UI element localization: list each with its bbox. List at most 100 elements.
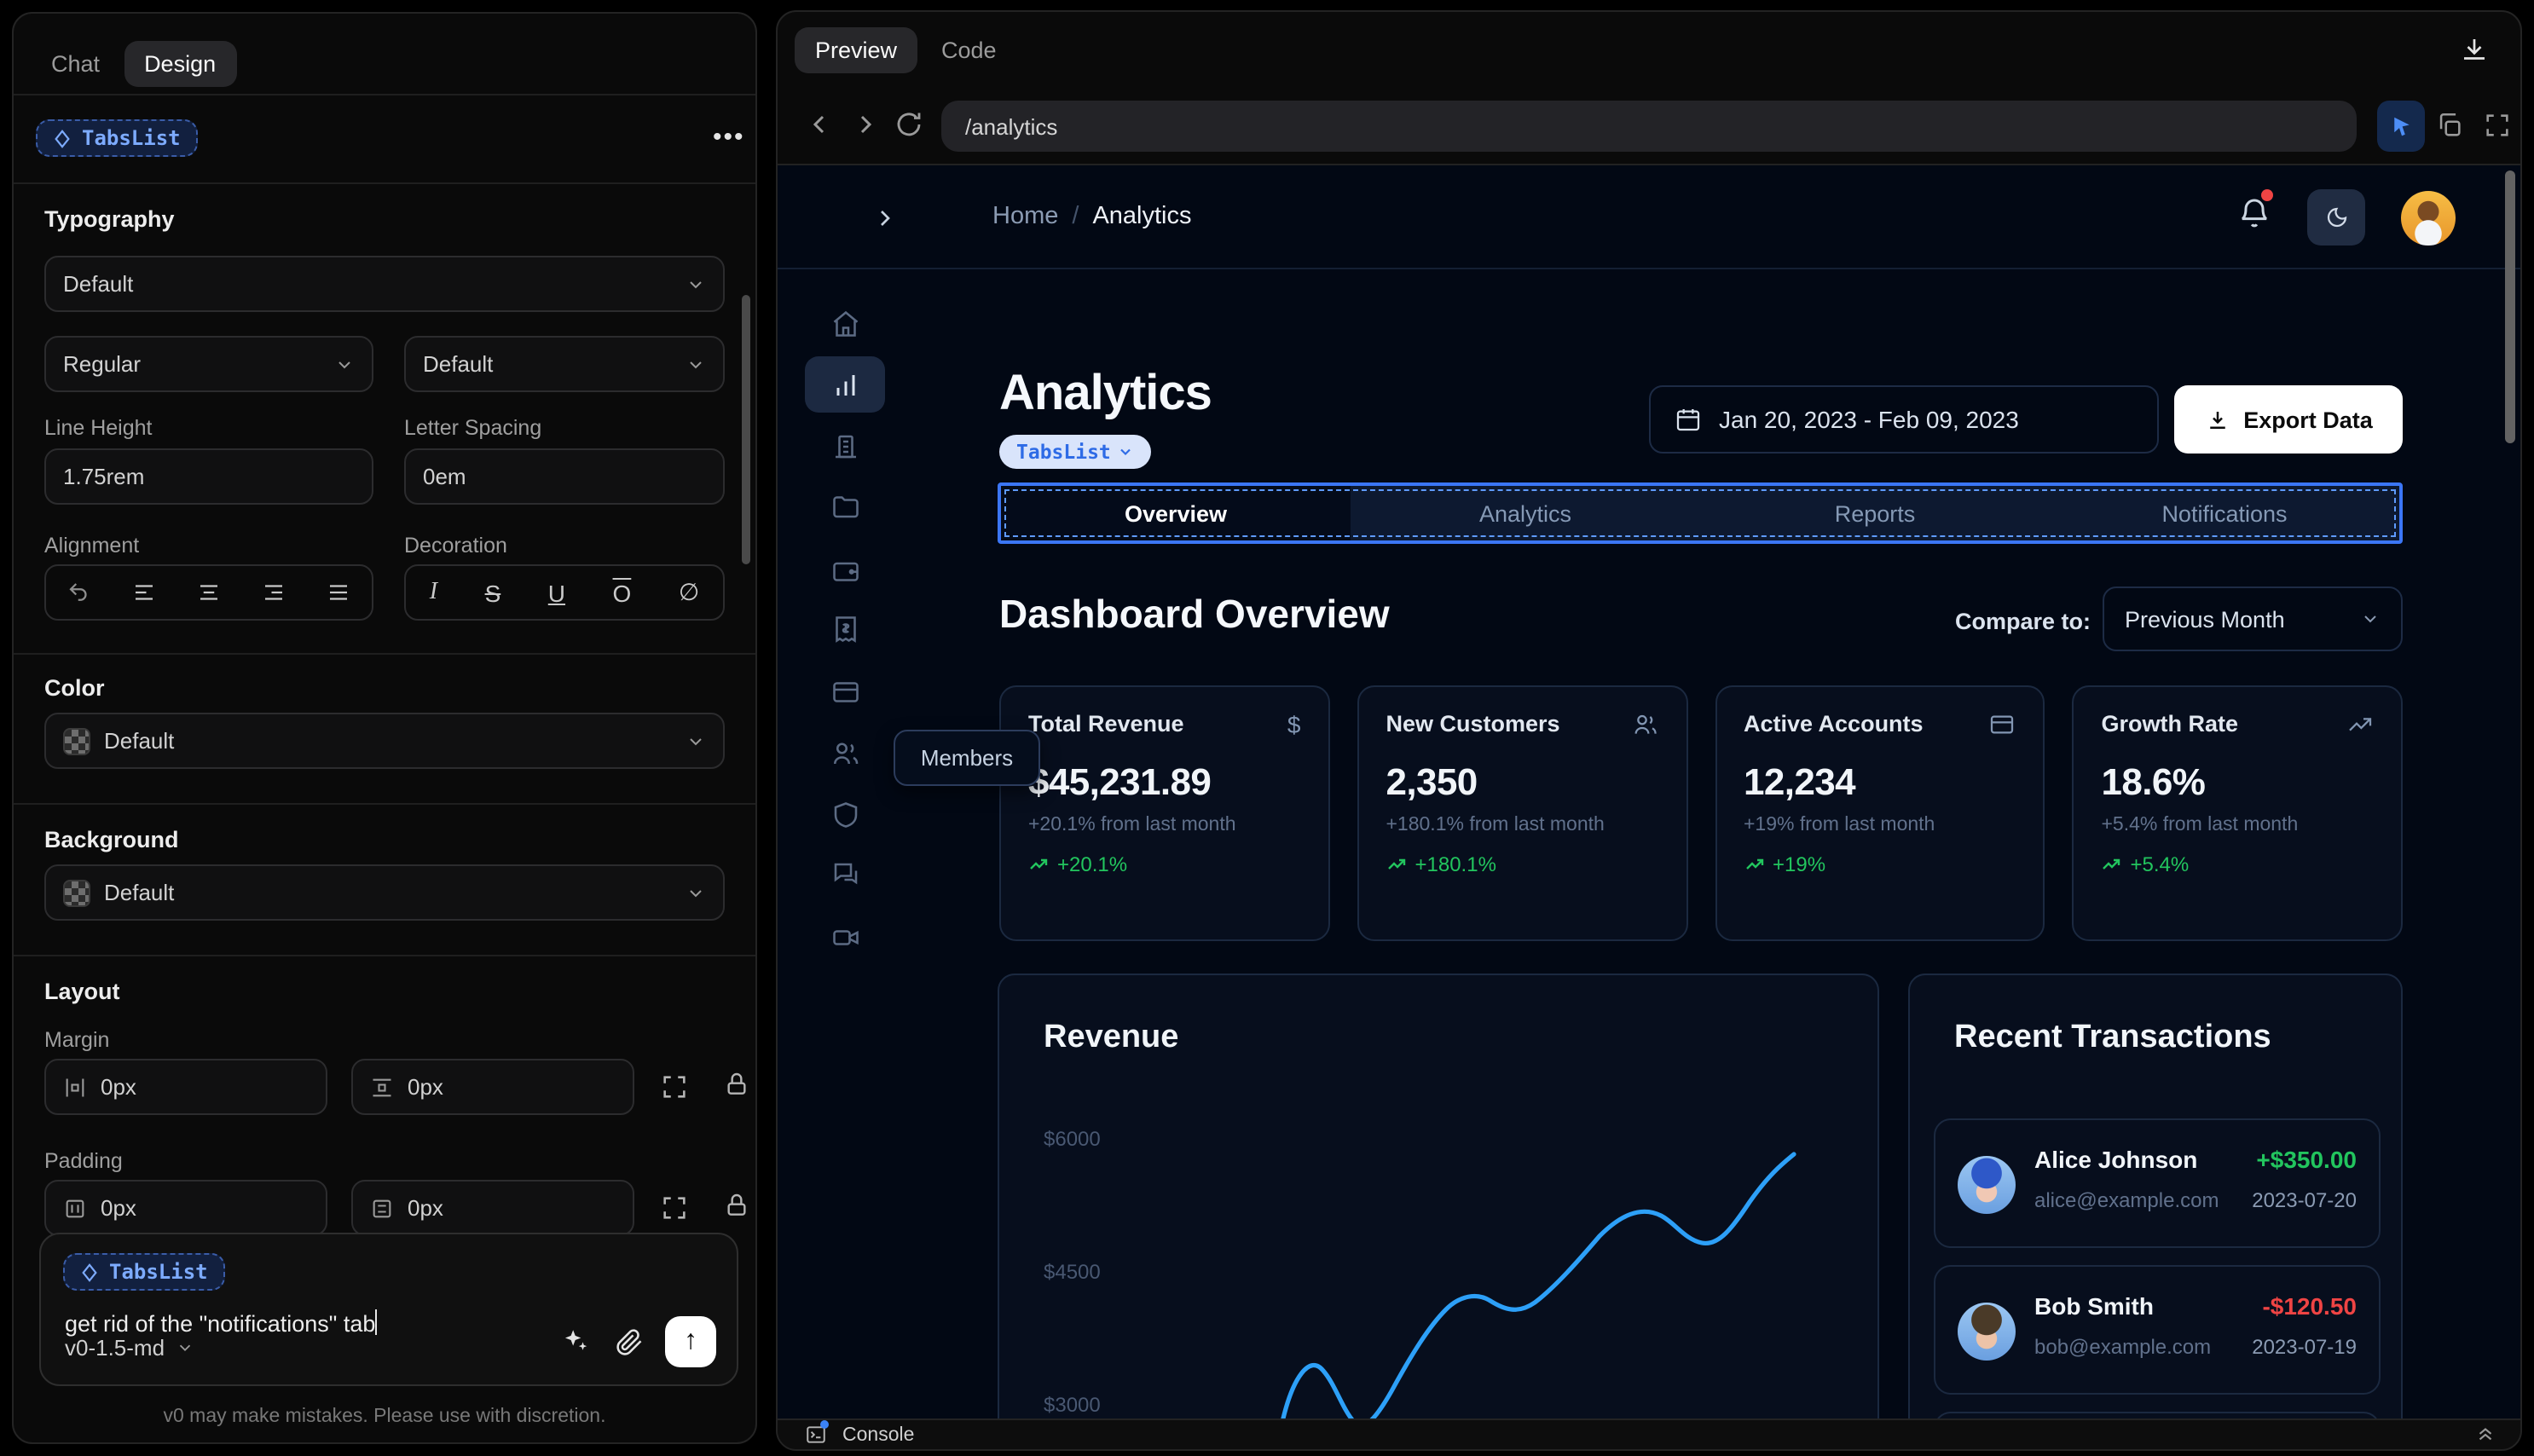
italic-icon[interactable]: I <box>429 579 438 604</box>
chat-message-input[interactable]: get rid of the "notifications" tab <box>65 1309 378 1337</box>
sidebar-item-cards[interactable] <box>805 663 885 719</box>
back-icon[interactable] <box>805 109 836 140</box>
transactions-title: Recent Transactions <box>1954 1020 2271 1055</box>
padding-x-input[interactable]: 0px <box>44 1180 327 1236</box>
padding-lock-icon[interactable] <box>723 1192 750 1219</box>
sidebar-item-analytics[interactable] <box>805 356 885 413</box>
copy-icon[interactable] <box>2435 111 2464 140</box>
avatar <box>1958 1156 2016 1214</box>
padding-vertical-icon <box>373 1199 391 1217</box>
underline-icon[interactable]: U <box>547 579 566 606</box>
tab-notifications[interactable]: Notifications <box>2161 500 2288 526</box>
tab-reports[interactable]: Reports <box>1834 500 1916 526</box>
tab-analytics[interactable]: Analytics <box>1478 500 1572 526</box>
tab-chat[interactable]: Chat <box>51 51 101 77</box>
padding-y-input[interactable]: 0px <box>351 1180 634 1236</box>
sparkles-icon[interactable] <box>561 1326 590 1355</box>
notifications-button[interactable] <box>2237 189 2273 230</box>
panel-scrollbar[interactable] <box>742 295 750 564</box>
strikethrough-icon[interactable]: S <box>484 579 501 606</box>
fullscreen-icon[interactable] <box>2483 111 2512 140</box>
chevron-down-icon <box>338 361 350 368</box>
breadcrumb-home[interactable]: Home <box>992 203 1059 230</box>
transaction-row[interactable]: Bob Smith bob@example.com -$120.50 2023-… <box>1934 1265 2381 1395</box>
url-bar[interactable]: /analytics <box>941 101 2357 152</box>
receipt-icon <box>835 615 855 642</box>
date-range-picker[interactable]: Jan 20, 2023 - Feb 09, 2023 <box>1649 385 2159 454</box>
letter-spacing-input[interactable]: 0em <box>404 448 725 505</box>
sidebar-item-wallet[interactable] <box>805 542 885 598</box>
more-options-button[interactable]: ••• <box>713 123 745 152</box>
decoration-toolbar: I S U O ∅ <box>404 564 725 621</box>
margin-lock-icon[interactable] <box>723 1071 750 1098</box>
font-weight-select[interactable]: Regular <box>44 336 373 392</box>
tab-code[interactable]: Code <box>941 37 997 62</box>
attachment-icon[interactable] <box>614 1326 645 1357</box>
forward-icon[interactable] <box>849 109 880 140</box>
refresh-icon[interactable] <box>894 109 924 140</box>
chevron-down-icon <box>690 280 702 288</box>
calendar-icon <box>1676 409 1700 431</box>
tab-preview[interactable]: Preview <box>795 26 918 72</box>
viewport-scrollbar[interactable] <box>2505 170 2515 443</box>
theme-toggle-button[interactable] <box>2307 189 2365 246</box>
shield-icon <box>833 801 857 827</box>
align-left-icon[interactable] <box>131 580 157 605</box>
model-select[interactable]: v0-1.5-md <box>65 1335 194 1361</box>
padding-expand-icon[interactable] <box>660 1193 689 1222</box>
component-selector-chip[interactable]: TabsList <box>999 435 1152 469</box>
sidebar-toggle-icon[interactable] <box>871 205 899 232</box>
composer-component-chip[interactable]: TabsList <box>63 1253 225 1291</box>
margin-expand-icon[interactable] <box>660 1072 689 1101</box>
inspect-mode-button[interactable] <box>2377 101 2425 152</box>
margin-x-input[interactable]: 0px <box>44 1059 327 1115</box>
align-center-icon[interactable] <box>196 580 222 605</box>
align-justify-icon[interactable] <box>327 580 352 605</box>
users-icon <box>1634 714 1656 734</box>
video-camera-icon <box>832 929 858 945</box>
sidebar-item-home[interactable] <box>805 295 885 351</box>
section-title-layout: Layout <box>44 979 120 1004</box>
background-select[interactable]: Default <box>44 864 725 921</box>
revenue-chart-card: Revenue $6000 $4500 $3000 <box>998 974 1879 1422</box>
chevrons-up-icon[interactable] <box>2474 1424 2496 1446</box>
dollar-icon: $ <box>1287 711 1301 738</box>
chart-title: Revenue <box>1044 1020 1179 1055</box>
breadcrumb-separator: / <box>1072 203 1079 230</box>
tab-design[interactable]: Design <box>124 41 237 87</box>
sidebar-item-organization[interactable] <box>805 418 885 474</box>
align-right-icon[interactable] <box>261 580 286 605</box>
line-height-input[interactable]: 1.75rem <box>44 448 373 505</box>
tab-overview[interactable]: Overview <box>1001 486 1351 540</box>
transaction-row[interactable]: Alice Johnson alice@example.com +$350.00… <box>1934 1118 2381 1248</box>
export-data-button[interactable]: Export Data <box>2174 385 2403 454</box>
color-select[interactable]: Default <box>44 713 725 769</box>
console-bar[interactable]: Console <box>778 1418 2520 1449</box>
font-family-select[interactable]: Default <box>44 256 725 312</box>
chat-composer[interactable]: TabsList get rid of the "notifications" … <box>39 1233 738 1386</box>
console-label: Console <box>842 1424 915 1445</box>
user-avatar[interactable] <box>2401 191 2456 246</box>
transaction-amount: +$350.00 <box>2256 1146 2357 1173</box>
download-icon[interactable] <box>2459 34 2490 65</box>
margin-y-input[interactable]: 0px <box>351 1059 634 1115</box>
sidebar-item-security[interactable] <box>805 786 885 842</box>
selected-component-chip[interactable]: TabsList <box>36 119 198 157</box>
sidebar-item-video[interactable] <box>805 909 885 965</box>
sidebar-item-members[interactable] <box>805 725 885 781</box>
send-button[interactable]: ↑ <box>665 1316 716 1367</box>
section-title-background: Background <box>44 827 179 852</box>
reset-alignment-icon[interactable] <box>66 580 91 605</box>
overline-icon[interactable]: O <box>612 579 632 606</box>
compare-select[interactable]: Previous Month <box>2103 586 2403 651</box>
no-decoration-icon[interactable]: ∅ <box>678 578 700 605</box>
credit-card-icon <box>1991 715 2014 734</box>
divider <box>14 653 755 655</box>
margin-label: Margin <box>44 1028 110 1052</box>
bar-chart-icon <box>836 374 854 395</box>
sidebar-item-files[interactable] <box>805 477 885 534</box>
page-title: Analytics <box>999 367 1212 421</box>
sidebar-item-billing[interactable] <box>805 600 885 656</box>
font-size-select[interactable]: Default <box>404 336 725 392</box>
sidebar-item-messages[interactable] <box>805 846 885 902</box>
